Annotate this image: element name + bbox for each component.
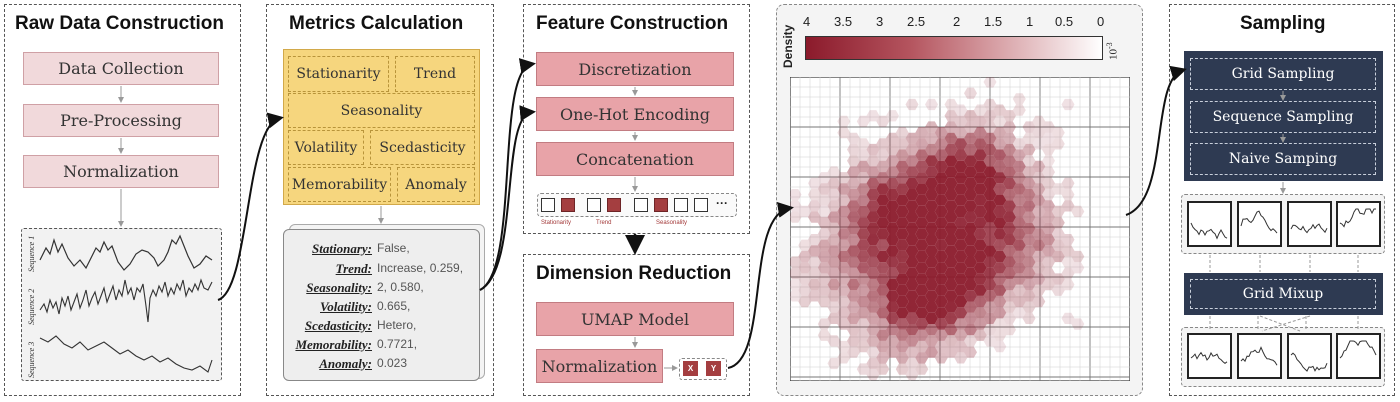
scedasticity-cell: Scedasticity xyxy=(370,130,475,165)
umap-model-step[interactable]: UMAP Model xyxy=(536,302,734,336)
seasonality-value: 2, 0.580, xyxy=(377,280,424,294)
sequence-sampling-button[interactable]: Sequence Sampling xyxy=(1190,101,1376,133)
colorbar-tick-1-5: 1.5 xyxy=(984,14,1003,29)
colorbar-scale-base: 10 xyxy=(1107,49,1120,60)
grid-sampling-button[interactable]: Grid Sampling xyxy=(1190,58,1376,90)
concatenation-step[interactable]: Concatenation xyxy=(536,142,734,176)
raw-sequences-plot xyxy=(39,234,213,373)
colorbar-tick-0-5: 0.5 xyxy=(1055,14,1074,29)
volatility-cell: Volatility xyxy=(288,130,364,165)
colorbar-scale-exponent: -3 xyxy=(1105,42,1114,49)
colorbar-tick-1: 1 xyxy=(1026,14,1034,29)
sampled-series-thumb-1 xyxy=(1187,201,1232,247)
thumb-series-line xyxy=(1339,208,1376,228)
feature-cell-3 xyxy=(587,198,601,212)
x-coordinate-cell: X xyxy=(683,361,698,376)
volatility-value: 0.665, xyxy=(377,299,411,313)
feature-cell-7 xyxy=(674,198,688,212)
sampling-title: Sampling xyxy=(1240,13,1326,34)
colorbar-tick-4: 4 xyxy=(803,14,811,29)
feature-ellipsis: ··· xyxy=(716,196,728,210)
xy-pair-box xyxy=(679,358,727,380)
sampled-series-thumb-4 xyxy=(1336,201,1381,247)
memorability-key: Memorability: xyxy=(295,337,372,352)
colorbar-tick-3: 3 xyxy=(876,14,884,29)
anomaly-value: 0.023 xyxy=(377,356,408,370)
mixup-series-thumb-3 xyxy=(1287,333,1332,379)
feature-cell-4 xyxy=(607,198,621,212)
anomaly-cell: Anomaly xyxy=(397,167,475,202)
thumb-series-line xyxy=(1190,351,1228,365)
grid-mixup-button[interactable]: Grid Mixup xyxy=(1190,279,1376,309)
mixup-series-thumb-1 xyxy=(1187,333,1232,379)
thumb-series-line xyxy=(1240,210,1278,234)
metrics-title: Metrics Calculation xyxy=(289,13,464,34)
scedasticity-key: Scedasticity: xyxy=(304,318,372,333)
feature-cell-8 xyxy=(694,198,708,212)
normalization-step[interactable]: Normalization xyxy=(23,155,219,188)
colorbar-label: Density xyxy=(781,24,795,68)
thumb-series-line xyxy=(1240,346,1278,366)
trend-cell: Trend xyxy=(395,56,475,92)
metrics-values-card xyxy=(283,229,480,381)
sampled-series-thumb-2 xyxy=(1237,201,1282,247)
memorability-cell: Memorability xyxy=(288,167,391,202)
memorability-value: 0.7721, xyxy=(377,337,418,351)
stationary-value: False, xyxy=(377,241,410,255)
feature-title: Feature Construction xyxy=(536,13,729,34)
one-hot-encoding-step[interactable]: One-Hot Encoding xyxy=(536,97,734,131)
sequence-2-line xyxy=(39,278,213,323)
data-collection-step[interactable]: Data Collection xyxy=(23,52,219,85)
mixup-series-thumb-2 xyxy=(1237,333,1282,379)
density-hexbins xyxy=(790,77,1085,381)
thumb-series-line xyxy=(1290,352,1328,372)
sequence-2-label: Sequence 2 xyxy=(27,288,36,325)
density-hexbin-plot xyxy=(790,77,1130,381)
seasonality-cell: Seasonality xyxy=(288,93,475,128)
discretization-step[interactable]: Discretization xyxy=(536,52,734,86)
feature-cell-1 xyxy=(541,198,555,212)
trend-value: Increase, 0.259, xyxy=(377,261,464,275)
sequence-1-line xyxy=(39,234,213,271)
feature-cell-6 xyxy=(654,198,668,212)
stationary-key: Stationary: xyxy=(312,241,372,256)
scedasticity-value: Hetero, xyxy=(377,318,417,332)
colorbar-tick-2-5: 2.5 xyxy=(907,14,926,29)
mixup-series-thumb-4 xyxy=(1336,333,1381,379)
stationarity-group-label: Stationarity xyxy=(541,220,572,226)
y-coordinate-cell: Y xyxy=(706,361,721,376)
sequence-1-label: Sequence 1 xyxy=(27,235,36,272)
stationarity-cell: Stationarity xyxy=(288,56,389,92)
colorbar-tick-0: 0 xyxy=(1097,14,1105,29)
sequence-3-line xyxy=(39,335,213,373)
trend-group-label: Trend xyxy=(596,220,612,226)
anomaly-key: Anomaly: xyxy=(319,356,372,371)
thumb-series-line xyxy=(1339,340,1377,359)
colorbar-tick-3-5: 3.5 xyxy=(834,14,853,29)
seasonality-group-label: Seasonality xyxy=(656,220,688,226)
thumb-series-line xyxy=(1190,222,1228,240)
trend-key: Trend: xyxy=(335,261,372,276)
feature-cell-5 xyxy=(634,198,648,212)
sequence-3-label: Sequence 3 xyxy=(27,341,36,378)
colorbar-scale: 10-3 xyxy=(1105,42,1120,60)
volatility-key: Volatility: xyxy=(320,299,372,314)
seasonality-key: Seasonality: xyxy=(306,280,372,295)
raw-data-title: Raw Data Construction xyxy=(15,13,225,34)
dimred-title: Dimension Reduction xyxy=(536,263,732,284)
sampled-series-thumb-3 xyxy=(1287,201,1332,247)
pre-processing-step[interactable]: Pre-Processing xyxy=(23,104,219,137)
naive-sampling-button[interactable]: Naive Samping xyxy=(1190,143,1376,175)
colorbar xyxy=(805,36,1103,60)
dimred-normalization-step[interactable]: Normalization xyxy=(536,349,663,383)
thumb-series-line xyxy=(1290,223,1328,234)
colorbar-tick-2: 2 xyxy=(953,14,961,29)
sampling-methods-block xyxy=(1184,51,1383,181)
feature-cell-2 xyxy=(561,198,575,212)
